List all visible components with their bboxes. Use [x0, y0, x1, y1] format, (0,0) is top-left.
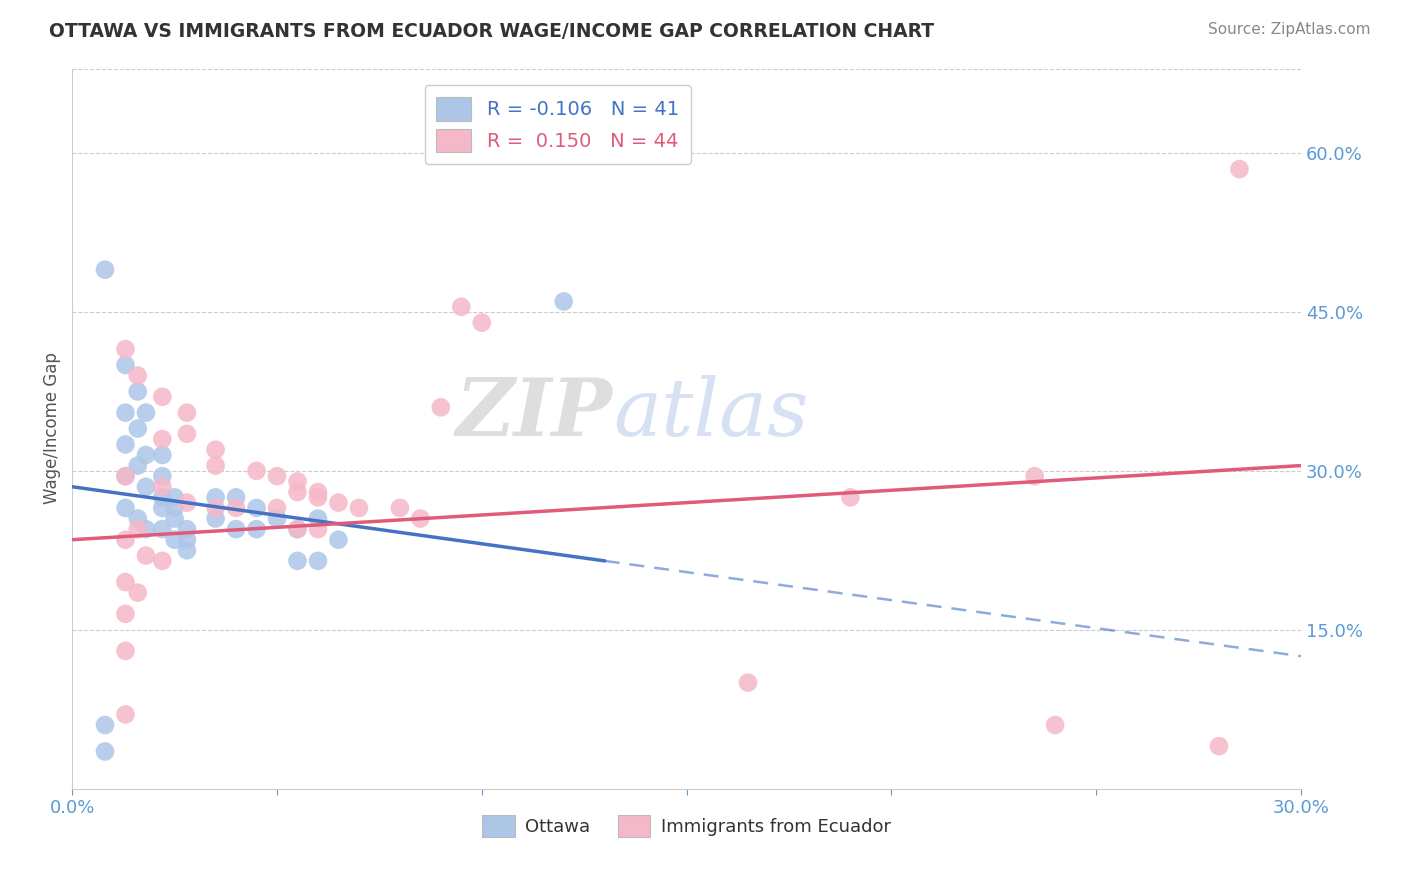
- Point: [114, 358, 136, 372]
- Point: [225, 491, 247, 505]
- Point: [163, 491, 186, 505]
- Point: [176, 543, 198, 558]
- Point: [1024, 469, 1046, 483]
- Point: [471, 316, 494, 330]
- Point: [430, 401, 453, 415]
- Point: [328, 533, 350, 547]
- Point: [176, 496, 198, 510]
- Point: [204, 491, 226, 505]
- Point: [553, 294, 575, 309]
- Point: [204, 511, 226, 525]
- Text: ZIP: ZIP: [456, 376, 613, 453]
- Point: [266, 500, 288, 515]
- Point: [135, 549, 157, 563]
- Point: [287, 522, 309, 536]
- Point: [150, 500, 173, 515]
- Point: [287, 485, 309, 500]
- Point: [245, 464, 267, 478]
- Point: [114, 644, 136, 658]
- Point: [135, 480, 157, 494]
- Text: atlas: atlas: [613, 376, 808, 453]
- Point: [127, 458, 149, 473]
- Point: [135, 522, 157, 536]
- Point: [150, 480, 173, 494]
- Point: [176, 533, 198, 547]
- Point: [150, 522, 173, 536]
- Point: [307, 522, 329, 536]
- Point: [114, 575, 136, 590]
- Point: [150, 491, 173, 505]
- Point: [127, 421, 149, 435]
- Point: [114, 469, 136, 483]
- Point: [737, 675, 759, 690]
- Point: [1208, 739, 1230, 754]
- Point: [135, 406, 157, 420]
- Point: [127, 585, 149, 599]
- Point: [839, 491, 862, 505]
- Point: [114, 406, 136, 420]
- Point: [287, 475, 309, 489]
- Point: [127, 384, 149, 399]
- Point: [1229, 162, 1251, 177]
- Text: Source: ZipAtlas.com: Source: ZipAtlas.com: [1208, 22, 1371, 37]
- Point: [307, 511, 329, 525]
- Point: [114, 533, 136, 547]
- Point: [266, 511, 288, 525]
- Point: [114, 342, 136, 356]
- Point: [150, 448, 173, 462]
- Point: [94, 718, 117, 732]
- Point: [114, 437, 136, 451]
- Y-axis label: Wage/Income Gap: Wage/Income Gap: [44, 352, 60, 505]
- Point: [127, 511, 149, 525]
- Legend: Ottawa, Immigrants from Ecuador: Ottawa, Immigrants from Ecuador: [475, 808, 898, 845]
- Point: [150, 469, 173, 483]
- Point: [307, 554, 329, 568]
- Point: [409, 511, 432, 525]
- Point: [287, 554, 309, 568]
- Point: [287, 522, 309, 536]
- Point: [266, 469, 288, 483]
- Point: [307, 485, 329, 500]
- Point: [1043, 718, 1066, 732]
- Point: [204, 458, 226, 473]
- Point: [328, 496, 350, 510]
- Point: [450, 300, 472, 314]
- Point: [114, 500, 136, 515]
- Point: [176, 406, 198, 420]
- Point: [225, 522, 247, 536]
- Point: [176, 426, 198, 441]
- Point: [150, 390, 173, 404]
- Point: [307, 491, 329, 505]
- Point: [127, 368, 149, 383]
- Point: [150, 432, 173, 446]
- Point: [204, 442, 226, 457]
- Point: [347, 500, 370, 515]
- Point: [163, 511, 186, 525]
- Point: [135, 448, 157, 462]
- Point: [245, 500, 267, 515]
- Point: [245, 522, 267, 536]
- Point: [388, 500, 411, 515]
- Point: [225, 500, 247, 515]
- Point: [94, 744, 117, 758]
- Point: [127, 522, 149, 536]
- Point: [176, 522, 198, 536]
- Point: [150, 554, 173, 568]
- Point: [114, 469, 136, 483]
- Point: [163, 533, 186, 547]
- Point: [94, 262, 117, 277]
- Point: [204, 500, 226, 515]
- Point: [114, 607, 136, 621]
- Text: OTTAWA VS IMMIGRANTS FROM ECUADOR WAGE/INCOME GAP CORRELATION CHART: OTTAWA VS IMMIGRANTS FROM ECUADOR WAGE/I…: [49, 22, 935, 41]
- Point: [114, 707, 136, 722]
- Point: [163, 500, 186, 515]
